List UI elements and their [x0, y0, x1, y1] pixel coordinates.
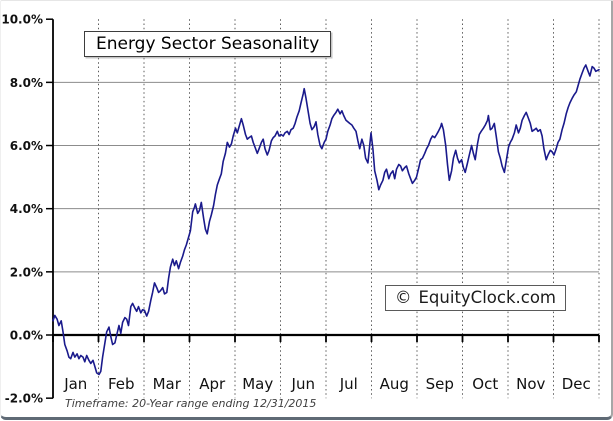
y-axis-tick-label: 2.0%: [10, 265, 43, 279]
chart-title: Energy Sector Seasonality: [96, 34, 320, 54]
chart-title-box: Energy Sector Seasonality: [84, 31, 332, 57]
copyright-icon: ©: [395, 288, 412, 307]
x-axis-month-label: Sep: [426, 375, 454, 393]
x-axis-month-label: Jan: [63, 375, 87, 393]
y-axis-tick-label: 0.0%: [10, 329, 43, 343]
y-axis-tick-label: -2.0%: [5, 392, 43, 406]
x-axis-month-label: Dec: [562, 375, 591, 393]
x-axis-month-label: Jun: [291, 375, 315, 393]
x-axis-month-label: Jul: [339, 375, 358, 393]
x-axis-month-label: Oct: [472, 375, 498, 393]
y-axis-tick-label: 6.0%: [10, 139, 43, 153]
x-axis-month-label: May: [242, 375, 273, 393]
x-axis-month-label: Mar: [153, 375, 182, 393]
y-axis-tick-label: 8.0%: [10, 76, 43, 90]
equityclock-watermark: © EquityClock.com: [385, 285, 566, 311]
x-axis-month-label: Feb: [108, 375, 135, 393]
y-axis-tick-label: 4.0%: [10, 202, 43, 216]
x-axis-month-label: Aug: [380, 375, 409, 393]
timeframe-note: Timeframe: 20-Year range ending 12/31/20…: [65, 397, 317, 410]
x-axis-month-label: Nov: [516, 375, 545, 393]
y-axis-tick-label: 10.0%: [1, 13, 43, 27]
watermark-text: EquityClock.com: [418, 288, 557, 307]
seasonality-series-line: [52, 64, 600, 376]
x-axis-month-label: Apr: [199, 375, 226, 393]
